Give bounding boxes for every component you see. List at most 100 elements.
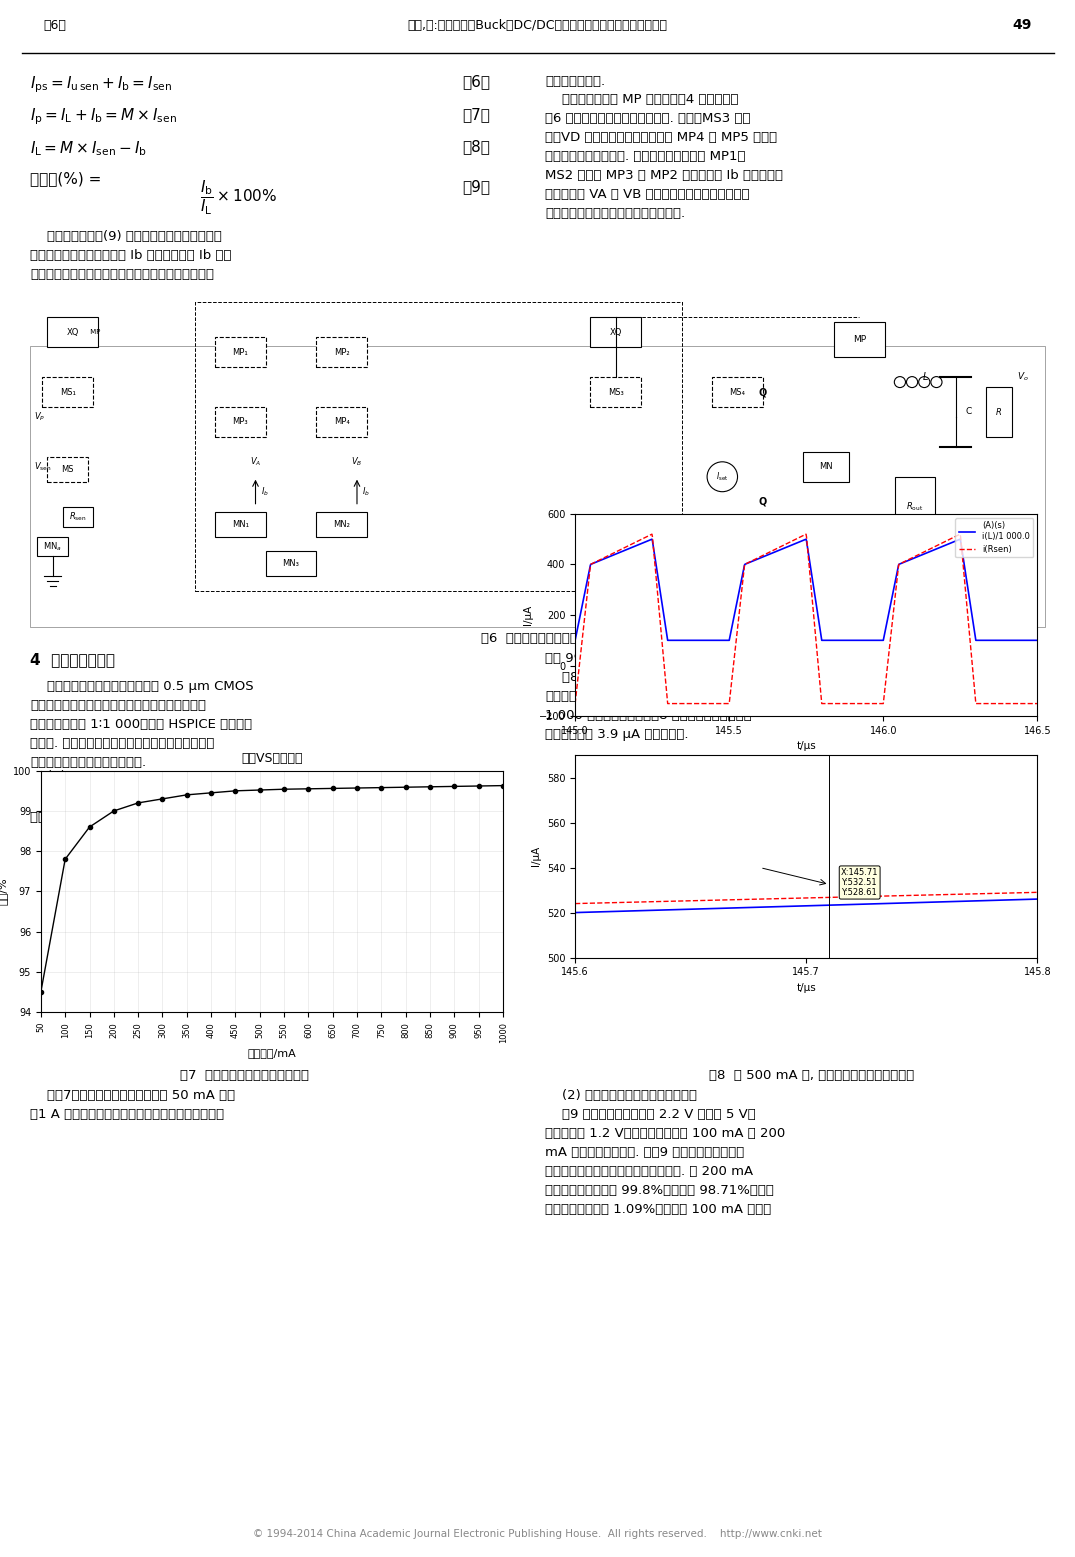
Text: 图8  负 500 mA 时, 感应电流与电感电流的误差: 图8 负 500 mA 时, 感应电流与电感电流的误差	[710, 1068, 915, 1082]
Text: $I_{\rm set}$: $I_{\rm set}$	[716, 470, 729, 483]
Text: MS₁: MS₁	[60, 388, 75, 397]
Text: $\dfrac{I_{\rm b}}{I_{\rm L}}\times 100\%$: $\dfrac{I_{\rm b}}{I_{\rm L}}\times 100\…	[200, 179, 277, 216]
(A)(s)
i(L)/1 000.0	[887, 584, 900, 603]
Text: 为了验证电路的采样精度，使用 0.5 μm CMOS
工艺实现本文提出的电路，设计采样管与主功率开
关管的宽长比为 1∶1 000，使用 HSPICE 进行电路: 为了验证电路的采样精度，使用 0.5 μm CMOS 工艺实现本文提出的电路，设…	[30, 680, 254, 769]
Text: MN$_a$: MN$_a$	[43, 540, 62, 553]
Bar	[30, 346, 1045, 627]
Text: 采样精度(%) = 1-误差率(％)       （10）: 采样精度(%) = 1-误差率(％) （10）	[30, 830, 240, 844]
X-axis label: t/μs: t/μs	[797, 982, 816, 993]
Text: $I_{\rm L}= M\times I_{\rm sen}- I_{\rm b}$: $I_{\rm L}= M\times I_{\rm sen}- I_{\rm …	[30, 139, 147, 157]
Text: (2) 输入电压变化时电路的采样精度
    图9 中给出了输入电压从 2.2 V 变化到 5 V，
输出电压为 1.2 V，负载电流分别为 100 mA 和 : (2) 输入电压变化时电路的采样精度 图9 中给出了输入电压从 2.2 V 变化…	[545, 1088, 785, 1216]
Text: 不同负载条件下电路的采样精度如图7 所示，: 不同负载条件下电路的采样精度如图7 所示，	[30, 791, 212, 803]
Text: L: L	[922, 372, 928, 381]
Text: 第6期: 第6期	[43, 19, 66, 31]
Text: MP: MP	[852, 335, 865, 344]
Text: 49: 49	[1013, 19, 1032, 33]
Text: MP₂: MP₂	[334, 347, 349, 357]
Text: $I_b$: $I_b$	[362, 486, 370, 498]
Bar	[47, 456, 88, 481]
Text: MP₄: MP₄	[334, 417, 349, 427]
i(Rsen)	[887, 607, 900, 626]
Text: © 1994-2014 China Academic Journal Electronic Publishing House.  All rights rese: © 1994-2014 China Academic Journal Elect…	[253, 1529, 822, 1538]
Legend: (A)(s)
i(L)/1 000.0, i(Rsen): (A)(s) i(L)/1 000.0, i(Rsen)	[956, 518, 1033, 557]
Bar	[266, 551, 316, 576]
Text: MP₃: MP₃	[232, 417, 248, 427]
Text: （7）: （7）	[462, 107, 490, 121]
X-axis label: 负载电流/mA: 负载电流/mA	[247, 1048, 297, 1059]
Text: 较高的采样精度.: 较高的采样精度.	[545, 75, 605, 87]
Bar	[38, 537, 68, 556]
Text: （8）: （8）	[462, 139, 490, 154]
Title: 精度VS负载电流: 精度VS负载电流	[241, 752, 303, 766]
Text: $I_{\rm ps}= I_{\rm u\,sen}+ I_{\rm b}= I_{\rm sen}$: $I_{\rm ps}= I_{\rm u\,sen}+ I_{\rm b}= …	[30, 75, 172, 95]
Bar	[316, 512, 368, 537]
Bar	[894, 476, 935, 537]
Text: $V_P$: $V_P$	[34, 411, 45, 424]
X-axis label: t/μs: t/μs	[797, 741, 816, 752]
Text: 其中，采样精度如式(10) 所示：: 其中，采样精度如式(10) 所示：	[30, 811, 157, 824]
Bar	[803, 452, 849, 481]
Text: $I_{\rm p}= I_{\rm L}+ I_{\rm b}= M\times I_{\rm sen}$: $I_{\rm p}= I_{\rm L}+ I_{\rm b}= M\time…	[30, 107, 177, 128]
Text: MP: MP	[88, 329, 100, 335]
Line: i(Rsen): i(Rsen)	[575, 534, 1037, 704]
Bar	[712, 377, 763, 406]
Bar	[590, 377, 641, 406]
(A)(s)
i(L)/1 000.0	[1031, 631, 1044, 649]
Bar	[986, 388, 1012, 438]
Text: MS₃: MS₃	[607, 388, 623, 397]
i(Rsen)	[645, 525, 658, 543]
i(Rsen)	[756, 547, 769, 565]
Text: $I_b$: $I_b$	[260, 486, 269, 498]
Text: X:145.71
Y:532.51
Y:528.61: X:145.71 Y:532.51 Y:528.61	[841, 867, 878, 897]
(A)(s)
i(L)/1 000.0	[616, 542, 629, 561]
Text: MN₃: MN₃	[283, 559, 300, 568]
Y-axis label: I/μA: I/μA	[531, 845, 541, 867]
Bar	[590, 318, 641, 347]
Text: 误差率(%) =: 误差率(%) =	[30, 171, 106, 185]
Y-axis label: 精度/%: 精度/%	[0, 878, 8, 905]
(A)(s)
i(L)/1 000.0	[937, 536, 950, 554]
Text: MN₁: MN₁	[232, 520, 248, 528]
(A)(s)
i(L)/1 000.0	[773, 540, 786, 559]
Text: $R_{\rm sen}$: $R_{\rm sen}$	[69, 511, 87, 523]
i(Rsen)	[1031, 694, 1044, 713]
Bar	[215, 512, 266, 537]
(A)(s)
i(L)/1 000.0	[645, 529, 658, 548]
Text: Q: Q	[759, 388, 768, 397]
Bar	[47, 318, 98, 347]
Bar	[42, 377, 94, 406]
Bar	[316, 338, 368, 367]
Text: (1) 负载电流变化时电路的采样精度: (1) 负载电流变化时电路的采样精度	[30, 771, 182, 783]
Text: 4  仿真结果与分析: 4 仿真结果与分析	[30, 652, 115, 666]
Text: 采样误差率如式(9) 所示，可以看出在负载电流
一定的情况下，误差率只与 Ib 电流有关，而 Ib 电流
极小，其值为微安级，因此电路的误差率很低，具有: 采样误差率如式(9) 所示，可以看出在负载电流 一定的情况下，误差率只与 Ib …	[30, 230, 231, 282]
Text: C: C	[965, 408, 972, 416]
Bar	[195, 302, 682, 592]
Bar	[62, 506, 94, 526]
Text: 图7  电路在不同负载下的采样精度: 图7 电路在不同负载下的采样精度	[181, 1068, 310, 1082]
i(Rsen)	[616, 539, 629, 557]
i(Rsen)	[930, 537, 943, 556]
Text: XQ: XQ	[610, 329, 622, 336]
Text: $V_o$: $V_o$	[1017, 371, 1029, 383]
Text: 当主功率开关管 MP 截止时，图4 所示电路为
图6 所示，虚线所示的部件不工作. 其中，MS3 管导
通，VD 结点的电压被拉高，使得 MP4 与 MP5 截: 当主功率开关管 MP 截止时，图4 所示电路为 图6 所示，虚线所示的部件不工作…	[545, 93, 783, 220]
Text: $V_B$: $V_B$	[352, 456, 362, 469]
Text: MP₁: MP₁	[232, 347, 248, 357]
(A)(s)
i(L)/1 000.0	[569, 631, 582, 649]
i(Rsen)	[773, 539, 786, 557]
Text: MN: MN	[819, 462, 833, 472]
Text: 高为 99.9%，最低也有 95.01%，波动仅为 4.89%.
    图8 给出了负载电流为 500 mA 时，电感电流
与采样电流的瞬态波形图，图中电感电: 高为 99.9%，最低也有 95.01%，波动仅为 4.89%. 图8 给出了负…	[545, 652, 792, 741]
Bar	[215, 338, 266, 367]
Bar	[215, 406, 266, 438]
Y-axis label: I/μA: I/μA	[524, 604, 533, 626]
Text: Q: Q	[759, 497, 768, 506]
i(Rsen)	[569, 694, 582, 713]
Bar	[316, 406, 368, 438]
Text: 吴了,等:一种适用于Buck型DC/DC变换器的高精度片上电流采样电路: 吴了,等:一种适用于Buck型DC/DC变换器的高精度片上电流采样电路	[407, 19, 668, 31]
Text: MN₂: MN₂	[333, 520, 350, 528]
Text: MS: MS	[61, 466, 74, 473]
Text: 从图7中可以看出，当负载电流从 50 mA 变化
到1 A 时，提出的采样电路具有较高的采样精度，最: 从图7中可以看出，当负载电流从 50 mA 变化 到1 A 时，提出的采样电路具…	[30, 1088, 235, 1121]
Bar	[834, 322, 885, 357]
(A)(s)
i(L)/1 000.0	[930, 540, 943, 559]
Text: 图6  电流采样电路的截止状态: 图6 电流采样电路的截止状态	[481, 632, 593, 645]
Text: $R$: $R$	[995, 406, 1002, 417]
